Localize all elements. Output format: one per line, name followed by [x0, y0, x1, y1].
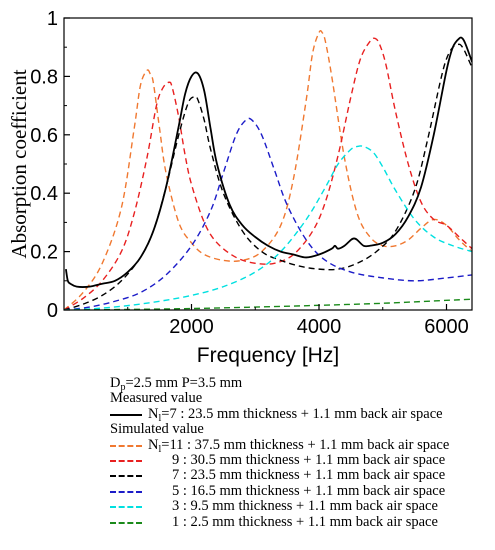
series-line-4 — [64, 117, 472, 310]
legend-swatch-simulated — [110, 521, 142, 524]
legend-swatch-simulated — [110, 459, 142, 462]
series-line-3 — [64, 43, 472, 310]
legend-swatch-simulated — [110, 444, 142, 447]
legend: Dp=2.5 mm P=3.5 mm Measured value Nl=7 :… — [110, 375, 495, 530]
legend-swatch-simulated — [110, 490, 142, 493]
y-axis-title: Absorption coefficient — [7, 69, 31, 258]
legend-simulated-item: 1 : 2.5 mm thickness + 1.1 mm back air s… — [110, 513, 495, 530]
plot-frame — [63, 17, 473, 311]
legend-label-simulated: 5 : 16.5 mm thickness + 1.1 mm back air … — [172, 482, 446, 499]
legend-measured-item: Nl=7 : 23.5 mm thickness + 1.1 mm back a… — [110, 406, 495, 424]
legend-simulated-item: Nl=11 : 37.5 mm thickness + 1.1 mm back … — [110, 437, 495, 455]
y-tick-label-2: 0.4 — [30, 183, 58, 205]
tick-layer: 0 0.2 0.4 0.6 0.8 1 2000 4000 6000 — [30, 8, 469, 338]
legend-label-simulated: 3 : 9.5 mm thickness + 1.1 mm back air s… — [172, 498, 438, 515]
legend-swatch-measured — [110, 413, 142, 416]
legend-simulated-item: 9 : 30.5 mm thickness + 1.1 mm back air … — [110, 451, 495, 468]
legend-label-simulated: 7 : 23.5 mm thickness + 1.1 mm back air … — [172, 467, 446, 484]
params-rest: =2.5 mm P=3.5 mm — [125, 375, 243, 391]
y-tick-label-3: 0.6 — [30, 125, 58, 147]
params-d: D — [110, 375, 121, 391]
series-layer — [64, 30, 472, 310]
legend-swatch-simulated — [110, 475, 142, 478]
legend-swatch-simulated — [110, 506, 142, 509]
legend-label-simulated: 1 : 2.5 mm thickness + 1.1 mm back air s… — [172, 513, 438, 530]
x-tick-label-2: 6000 — [424, 316, 469, 338]
y-tick-label-4: 0.8 — [30, 66, 58, 88]
legend-simulated-items: Nl=11 : 37.5 mm thickness + 1.1 mm back … — [110, 437, 495, 530]
series-line-6 — [64, 298, 472, 310]
legend-simulated-item: 3 : 9.5 mm thickness + 1.1 mm back air s… — [110, 498, 495, 515]
series-line-1 — [64, 30, 472, 310]
params-sub: p — [120, 382, 126, 393]
series-line-0 — [65, 36, 472, 288]
x-tick-label-1: 4000 — [297, 316, 342, 338]
series-line-2 — [64, 37, 472, 310]
legend-label-measured: Nl=7 : 23.5 mm thickness + 1.1 mm back a… — [148, 405, 443, 424]
y-tick-label-0: 0 — [47, 300, 58, 322]
legend-simulated-item: 5 : 16.5 mm thickness + 1.1 mm back air … — [110, 482, 495, 499]
simulated-header-text: Simulated value — [110, 421, 204, 438]
legend-params: Dp=2.5 mm P=3.5 mm — [110, 375, 495, 393]
legend-simulated-item: 7 : 23.5 mm thickness + 1.1 mm back air … — [110, 468, 495, 483]
y-tick-label-5: 1 — [47, 8, 58, 30]
legend-simulated-header: Simulated value — [110, 421, 495, 438]
legend-label-simulated: Nl=11 : 37.5 mm thickness + 1.1 mm back … — [148, 436, 450, 455]
y-tick-label-1: 0.2 — [30, 242, 58, 264]
measured-header-text: Measured value — [110, 390, 203, 407]
legend-measured-header: Measured value — [110, 391, 495, 406]
x-axis-title: Frequency [Hz] — [197, 344, 339, 367]
x-tick-label-0: 2000 — [169, 316, 214, 338]
absorption-chart: 0 0.2 0.4 0.6 0.8 1 2000 4000 6000 Frequency [Hz… — [7, 8, 473, 367]
series-line-5 — [64, 145, 472, 310]
legend-label-simulated: 9 : 30.5 mm thickness + 1.1 mm back air … — [172, 451, 446, 468]
